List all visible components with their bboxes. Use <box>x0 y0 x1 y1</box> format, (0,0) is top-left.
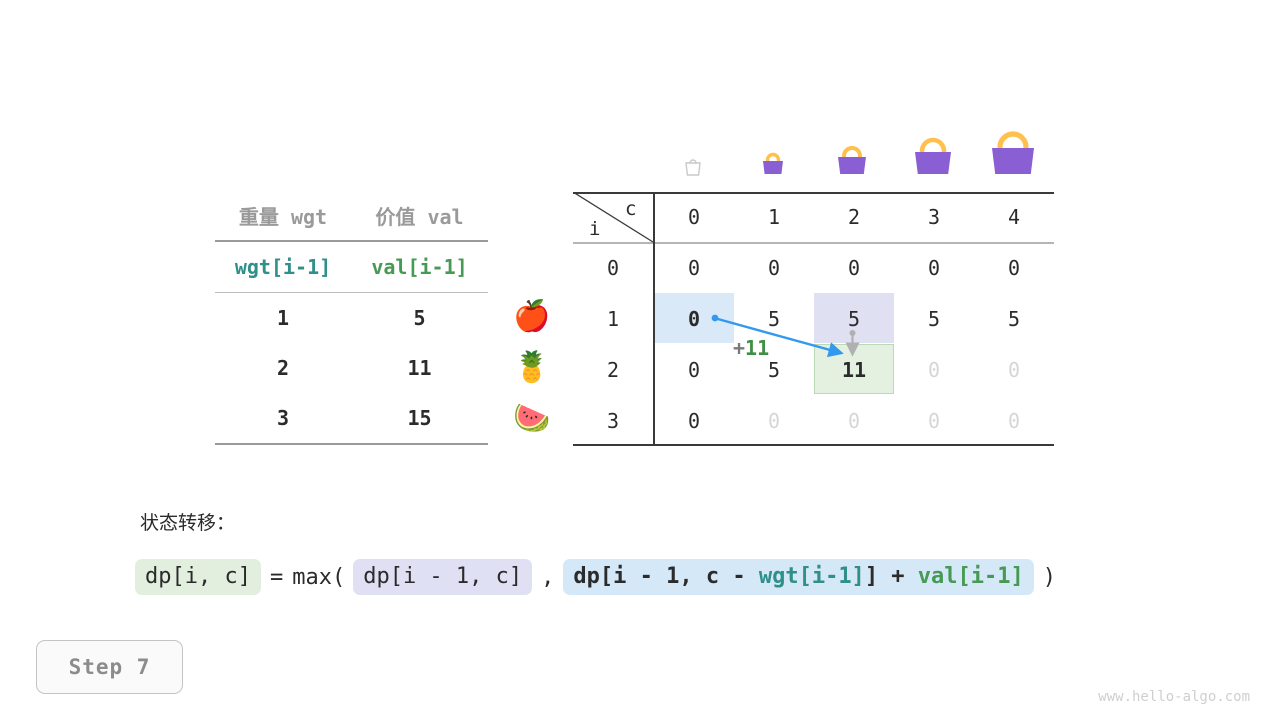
dp-table-corner: c i <box>572 191 655 243</box>
dp-row-header: 0 <box>606 256 620 280</box>
dp-cell-2-1: 5 <box>767 358 781 382</box>
formula-term-take-mid: ] + <box>864 564 918 589</box>
dp-cell-2-2: 11 <box>841 358 867 382</box>
item-weight-cell: 1 <box>276 306 290 330</box>
dp-cell-0-1: 0 <box>767 256 781 280</box>
formula-comma: , <box>541 564 555 590</box>
caption-state-transition: 状态转移： <box>140 512 236 534</box>
item-weight-cell: 3 <box>215 393 351 445</box>
dp-cell-0-2: 0 <box>847 256 861 280</box>
formula-lhs: dp[i, c] <box>135 559 261 595</box>
watermark: www.hello-algo.com <box>1098 689 1250 705</box>
item-table-row: 2 11 <box>215 343 488 393</box>
dp-cell-1-0: 0 <box>687 307 701 331</box>
dp-cell-2-4: 0 <box>1007 358 1021 382</box>
apple-icon: 🍎 <box>513 299 551 334</box>
dp-row-header: 1 <box>606 307 620 331</box>
item-table-var-wgt: wgt[i-1] <box>215 241 351 293</box>
item-value-cell: 11 <box>407 356 432 380</box>
formula-term-take-val: val[i-1] <box>917 564 1024 589</box>
formula-max-open: max( <box>292 564 346 590</box>
item-table-header-row: 重量 wgt 价值 val <box>215 190 488 242</box>
dp-table-header-rule <box>573 242 1054 244</box>
dp-corner-row-label: i <box>589 218 601 240</box>
item-table-header-value: 价值 val <box>351 190 488 242</box>
plus-value: 11 <box>745 336 770 360</box>
dp-cell-2-3: 0 <box>927 358 941 382</box>
dp-cell-1-4: 5 <box>1007 307 1021 331</box>
dp-table: c i 0 1 2 3 4 0 1 2 3 0 0 0 0 0 0 5 5 5 … <box>572 191 1054 446</box>
dp-col-header: 2 <box>847 205 861 229</box>
dp-col-header: 0 <box>687 205 701 229</box>
step-badge: Step 7 <box>36 640 183 694</box>
formula-equals: = <box>269 564 284 590</box>
dp-cell-0-4: 0 <box>1007 256 1021 280</box>
dp-cell-3-1: 0 <box>767 409 781 433</box>
dp-cell-0-0: 0 <box>687 256 701 280</box>
formula-close-paren: ) <box>1042 564 1057 590</box>
dp-table-bottom-rule <box>573 444 1054 446</box>
plus-sign: + <box>733 336 746 360</box>
formula-term-prev: dp[i - 1, c] <box>353 559 533 595</box>
dp-table-vertical-rule <box>653 192 655 446</box>
item-value-cell: 5 <box>413 306 426 330</box>
dp-row-header: 3 <box>606 409 620 433</box>
bag-size-3-icon <box>907 130 959 176</box>
bag-size-2-icon <box>831 140 873 176</box>
formula-term-take: dp[i - 1, c - wgt[i-1]] + val[i-1] <box>563 559 1034 595</box>
item-weight-cell: 2 <box>276 356 290 380</box>
item-table-var-val: val[i-1] <box>351 241 488 293</box>
item-table-variable-row: wgt[i-1] val[i-1] <box>215 241 488 293</box>
bag-size-1-icon <box>757 148 789 176</box>
dp-col-header: 4 <box>1007 205 1021 229</box>
item-table-row: 3 15 <box>215 393 488 445</box>
dp-cell-3-3: 0 <box>927 409 941 433</box>
dp-cell-3-4: 0 <box>1007 409 1021 433</box>
dp-col-header: 3 <box>927 205 941 229</box>
state-transition-formula: dp[i, c] = max( dp[i - 1, c] , dp[i - 1,… <box>135 559 1065 595</box>
weight-gain-label: +11 <box>733 336 769 360</box>
watermelon-icon: 🍉 <box>513 401 551 436</box>
dp-col-header: 1 <box>767 205 781 229</box>
dp-cell-3-2: 0 <box>847 409 861 433</box>
dp-cell-3-0: 0 <box>687 409 701 433</box>
dp-table-top-rule <box>573 192 1054 194</box>
dp-cell-0-3: 0 <box>927 256 941 280</box>
dp-row-header: 2 <box>606 358 620 382</box>
formula-term-take-prefix: dp[i - 1, c - <box>573 564 759 589</box>
item-value-cell: 15 <box>351 393 488 445</box>
bag-size-4-icon <box>983 122 1043 176</box>
bag-empty-icon <box>681 155 705 177</box>
dp-cell-1-2: 5 <box>847 307 861 331</box>
dp-cell-1-3: 5 <box>927 307 941 331</box>
pineapple-icon: 🍍 <box>513 350 551 385</box>
item-properties-table: 重量 wgt 价值 val wgt[i-1] val[i-1] 1 5 2 11… <box>215 190 488 445</box>
dp-corner-col-label: c <box>625 198 637 220</box>
formula-term-take-wgt: wgt[i-1] <box>758 564 865 589</box>
dp-cell-2-0: 0 <box>687 358 701 382</box>
item-table-header-weight: 重量 wgt <box>215 190 351 242</box>
item-table-row: 1 5 <box>215 293 488 344</box>
